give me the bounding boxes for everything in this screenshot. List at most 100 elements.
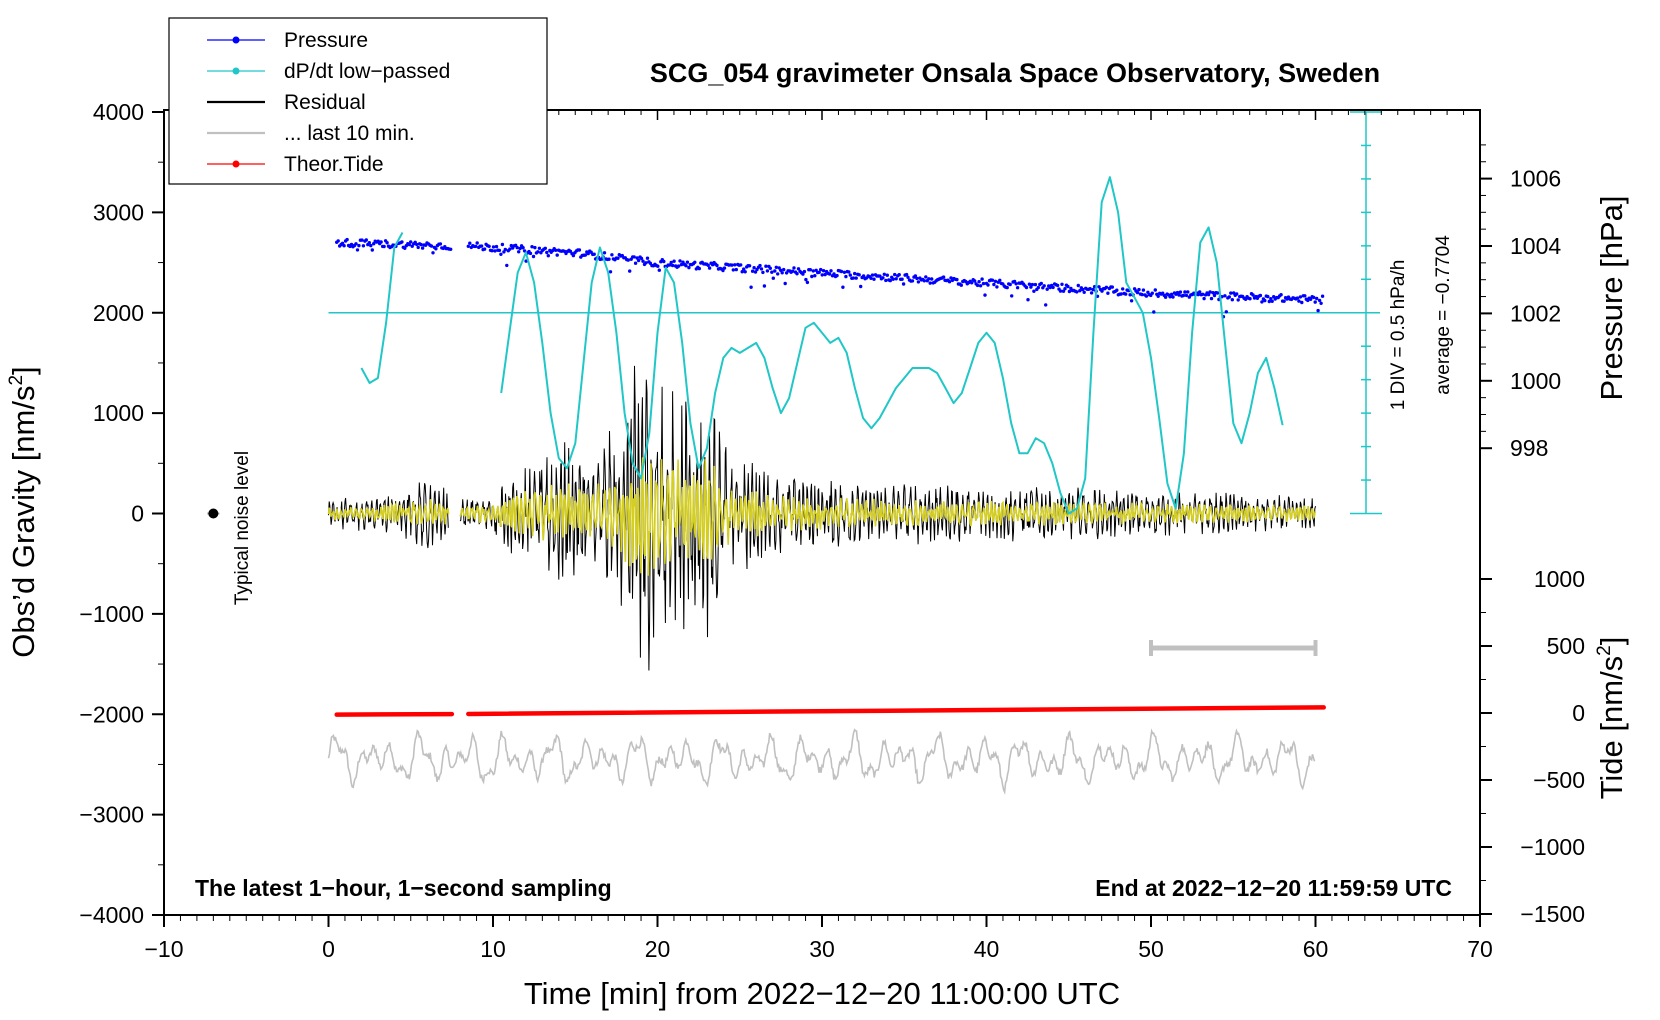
pressure-point (1320, 294, 1325, 298)
pressure-tick-label: 1004 (1510, 233, 1561, 259)
pressure-point (1303, 294, 1307, 298)
pressure-point (1150, 291, 1155, 295)
pressure-point (859, 284, 863, 289)
pressure-point (995, 285, 999, 289)
pressure-point (571, 253, 576, 258)
footer-left-note: The latest 1−hour, 1−second sampling (195, 875, 612, 901)
pressure-point (687, 265, 691, 270)
pressure-point (827, 272, 832, 276)
pressure-point (1206, 292, 1211, 297)
pressure-point (707, 266, 712, 270)
pressure-point (1260, 300, 1264, 304)
pressure-point (730, 263, 734, 267)
pressure-point (415, 242, 419, 247)
pressure-point (742, 267, 746, 271)
pressure-point (790, 269, 795, 273)
pressure-point (657, 268, 661, 272)
pressure-point (1036, 285, 1041, 290)
pressure-point (1196, 292, 1200, 297)
pressure-point (693, 260, 697, 264)
pressure-point (1106, 291, 1110, 295)
pressure-tick-label: 1006 (1510, 166, 1561, 192)
tide-tick-label: −1500 (1520, 901, 1585, 927)
pressure-point (832, 272, 836, 276)
pressure-point (975, 283, 980, 288)
pressure-point (1137, 287, 1141, 292)
pressure-point (870, 273, 875, 277)
pressure-point (1198, 290, 1202, 294)
pressure-point (949, 276, 953, 280)
pressure-point (808, 268, 812, 272)
pressure-point (1030, 282, 1035, 287)
gravity-tick-label: 2000 (93, 300, 144, 326)
pressure-point (636, 258, 641, 263)
pressure-point (776, 272, 780, 276)
pressure-point (888, 278, 892, 283)
pressure-point (517, 250, 521, 254)
pressure-point (610, 253, 614, 257)
x-tick-label: 10 (480, 936, 506, 962)
pressure-point (1039, 281, 1044, 286)
pressure-point (360, 238, 364, 242)
pressure-point (847, 270, 851, 274)
pressure-point (841, 285, 845, 289)
pressure-point (524, 259, 528, 263)
pressure-point (1171, 295, 1175, 299)
pressure-point (1263, 298, 1267, 303)
pressure-point (1129, 299, 1134, 303)
pressure-point (1075, 290, 1079, 294)
x-tick-label: 40 (974, 936, 1000, 962)
pressure-point (1312, 295, 1316, 300)
pressure-point (980, 277, 984, 281)
pressure-point (739, 263, 743, 267)
pressure-point (1267, 299, 1272, 304)
pressure-point (1067, 289, 1072, 294)
pressure-point (628, 269, 632, 273)
legend-label: Pressure (284, 29, 368, 52)
gravity-axis-label: Obs’d Gravity [nm/s2] (6, 366, 41, 657)
pressure-point (531, 254, 536, 259)
pressure-point (869, 276, 873, 280)
pressure-point (1078, 289, 1082, 293)
pressure-point (977, 280, 981, 284)
pressure-point (400, 240, 404, 244)
pressure-point (844, 274, 848, 279)
pressure-point (367, 241, 371, 245)
pressure-point (521, 246, 525, 250)
pressure-point (355, 248, 360, 252)
pressure-point (1128, 293, 1132, 297)
pressure-point (546, 254, 550, 258)
pressure-point (779, 268, 783, 272)
pressure-point (1091, 287, 1095, 292)
pressure-point (1230, 298, 1235, 302)
x-tick-label: 60 (1303, 936, 1329, 962)
pressure-point (639, 256, 644, 261)
gravity-tick-label: 4000 (93, 99, 144, 125)
x-tick-label: 50 (1138, 936, 1164, 962)
pressure-point (449, 247, 453, 251)
pressure-point (1104, 285, 1109, 289)
pressure-point (796, 267, 801, 271)
pressure-point (1135, 290, 1140, 295)
pressure-point (804, 277, 808, 282)
pressure-point (1266, 294, 1270, 299)
x-tick-label: 70 (1467, 936, 1493, 962)
legend-marker (232, 67, 240, 75)
pressure-point (1026, 298, 1030, 302)
pressure-point (364, 238, 368, 242)
pressure-point (555, 253, 559, 257)
pressure-point (487, 244, 491, 248)
pressure-point (1033, 282, 1038, 287)
pressure-point (829, 269, 833, 273)
pressure-point (1300, 300, 1304, 305)
pressure-point (505, 263, 509, 268)
pressure-point (1163, 295, 1168, 299)
pressure-point (733, 263, 737, 267)
pressure-point (1211, 291, 1215, 295)
pressure-point (986, 283, 990, 287)
pressure-point (802, 269, 807, 274)
pressure-point (990, 278, 995, 282)
pressure-point (761, 270, 765, 275)
pressure-point (1110, 285, 1115, 289)
dpdt-average-label: average = −0.7704 (1433, 235, 1454, 395)
